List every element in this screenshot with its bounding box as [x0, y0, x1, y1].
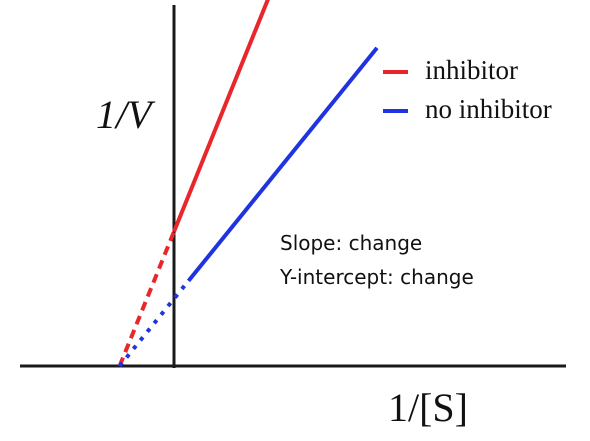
series-line-no-inhibitor	[186, 46, 379, 283]
series-extrapolation-inhibitor	[117, 230, 176, 367]
y-axis-label: 1/V	[96, 92, 156, 137]
x-axis-label: 1/[S]	[388, 385, 468, 430]
note-slope: Slope: change	[280, 231, 422, 255]
series-layer	[117, 0, 379, 368]
series-line-inhibitor	[172, 0, 270, 233]
legend: inhibitor no inhibitor	[383, 55, 552, 124]
note-y-intercept: Y-intercept: change	[279, 265, 474, 289]
legend-label-inhibitor: inhibitor	[425, 55, 518, 85]
legend-label-no-inhibitor: no inhibitor	[425, 94, 552, 124]
series-extrapolation-no-inhibitor	[118, 279, 191, 368]
